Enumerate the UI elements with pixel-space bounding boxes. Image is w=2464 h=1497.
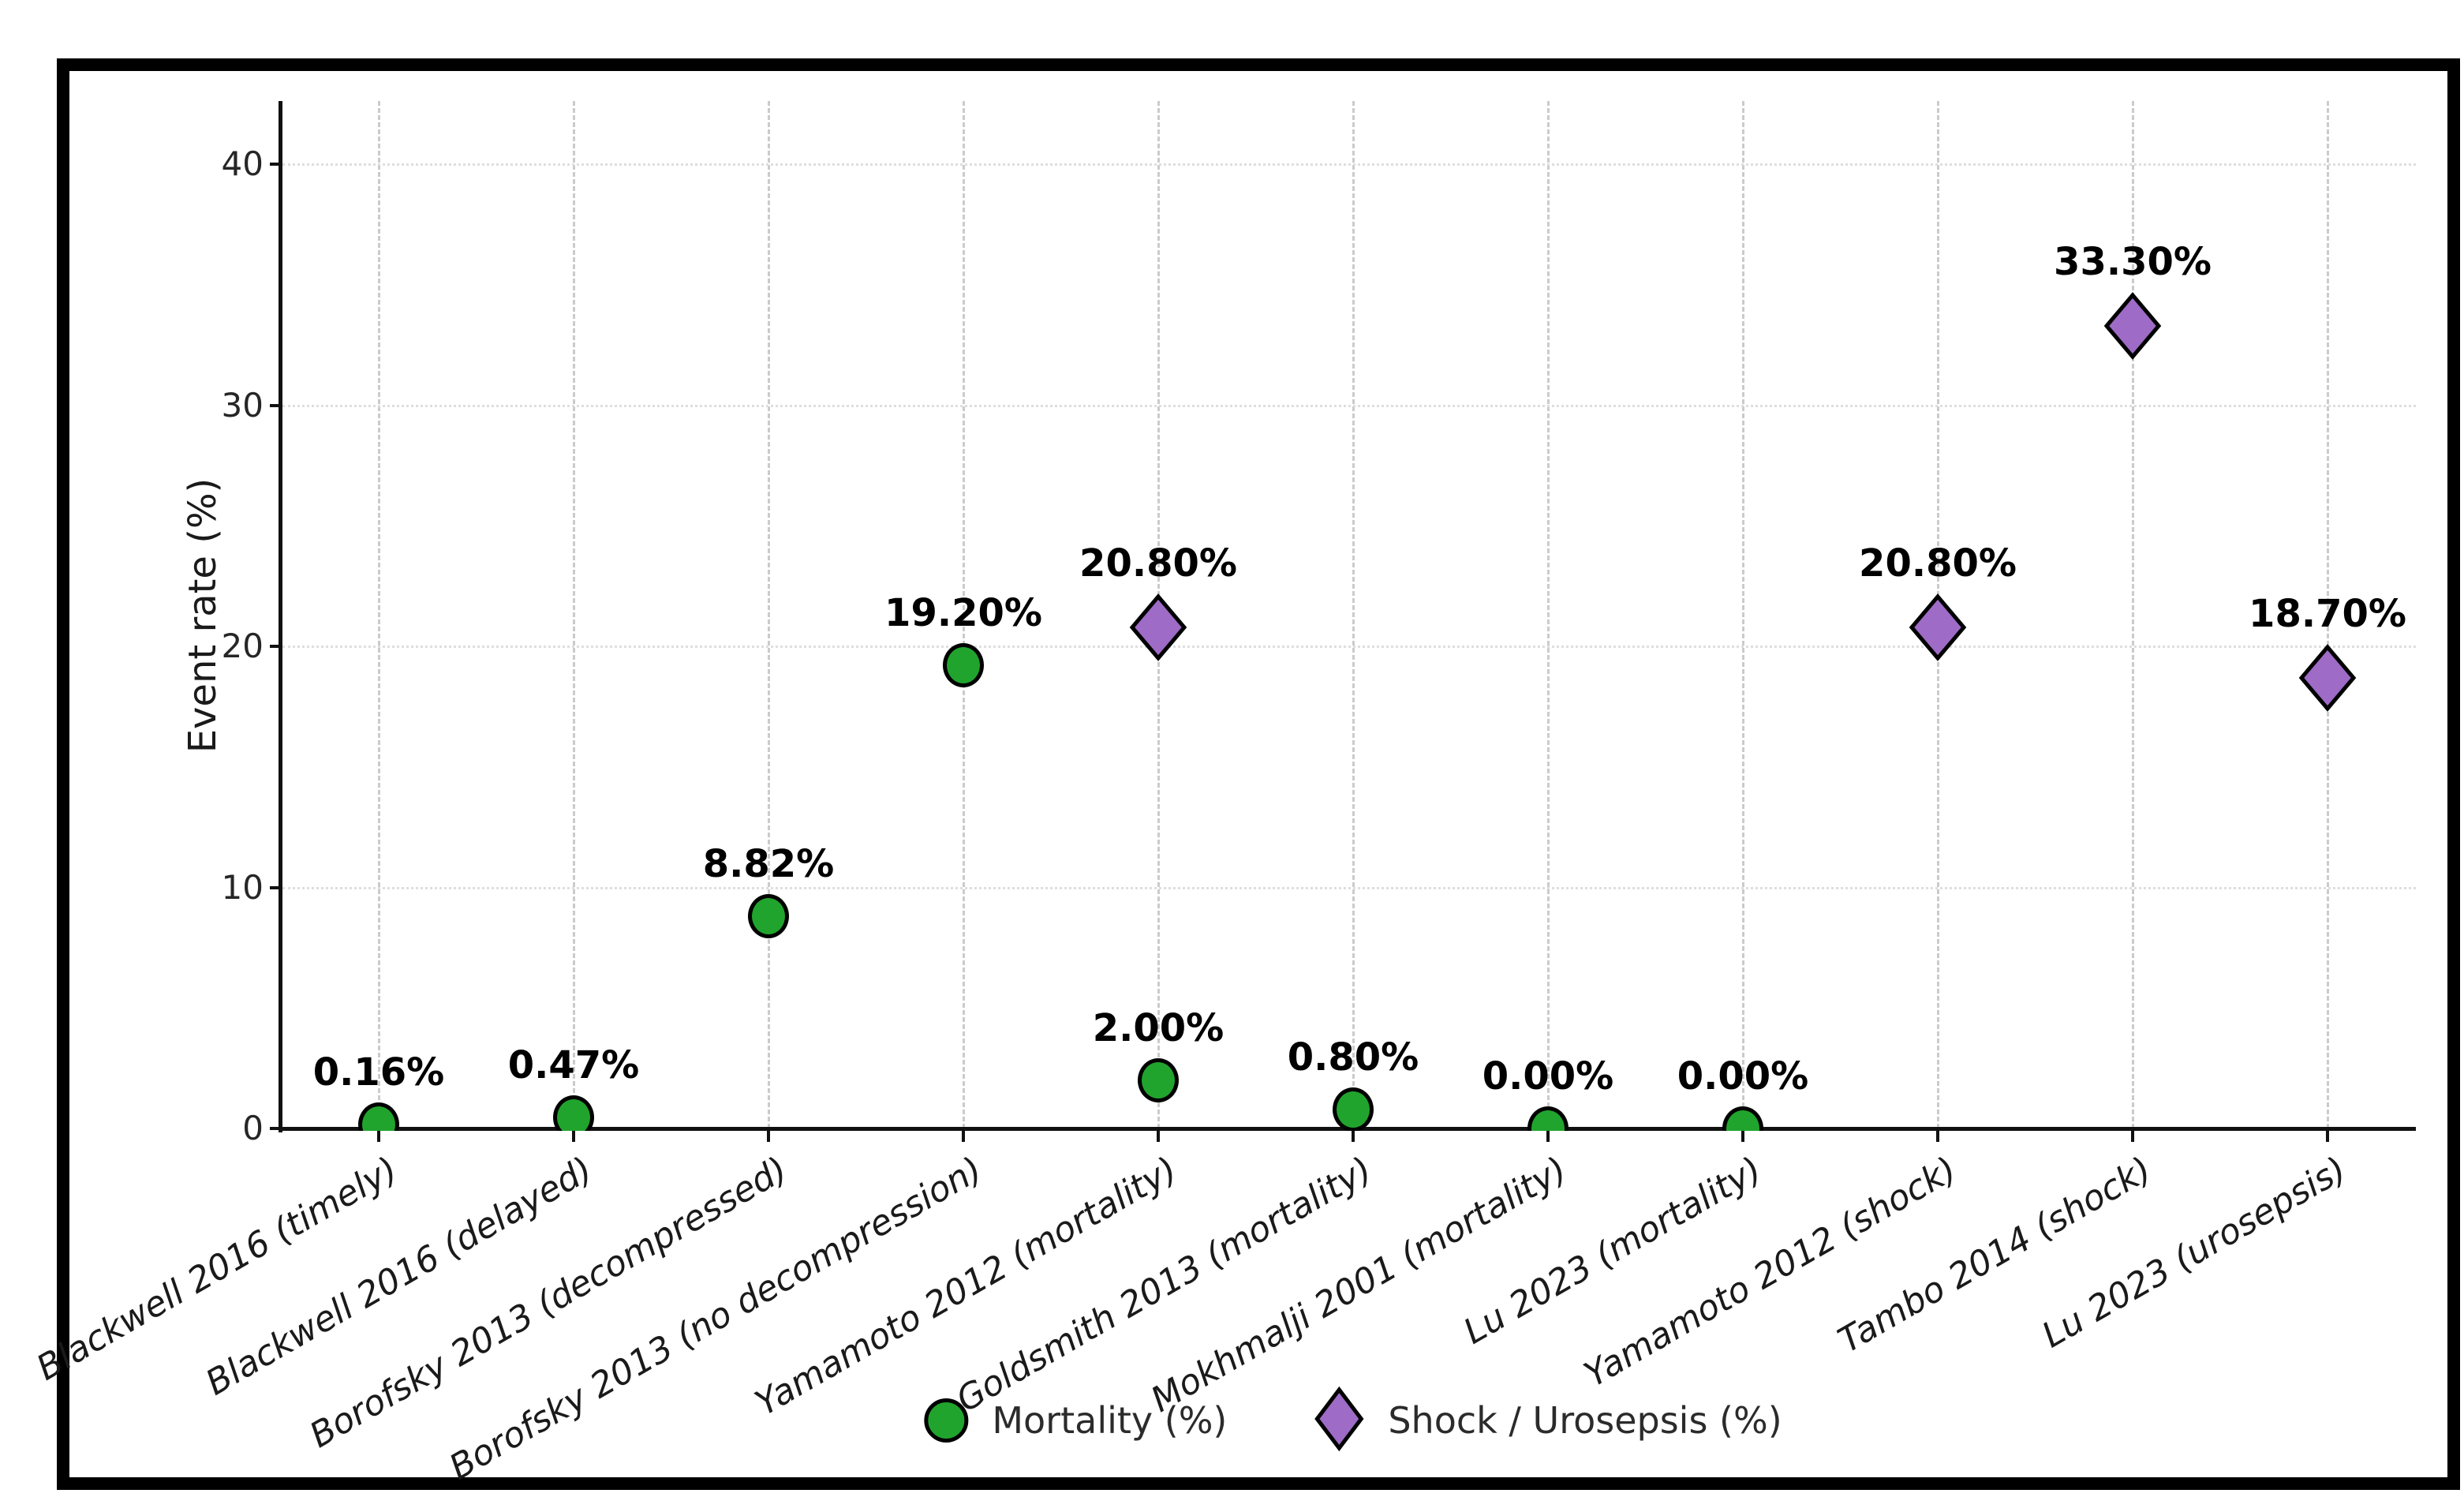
x-tick-mark: [1741, 1131, 1744, 1142]
marker-layer: [358, 291, 2357, 1131]
y-axis-spine: [279, 101, 282, 1132]
x-tick-mark: [767, 1131, 770, 1142]
data-point-diamond: [1909, 593, 1967, 664]
plot-area: [358, 291, 2357, 1131]
vertical-gridline: [768, 101, 770, 1128]
vertical-gridline: [963, 101, 965, 1128]
data-point-circle: [748, 893, 789, 938]
x-tick-mark: [1936, 1131, 1939, 1142]
value-label: 2.00%: [1092, 1005, 1225, 1050]
vertical-gridline: [2327, 101, 2329, 1128]
y-tick-mark: [270, 645, 282, 648]
figure-border: [57, 58, 2460, 1490]
x-tick-mark: [1352, 1131, 1355, 1142]
mortality-circle-icon: [924, 1398, 969, 1443]
x-tick-mark: [572, 1131, 575, 1142]
y-tick-mark: [270, 163, 282, 166]
value-label: 8.82%: [702, 841, 835, 886]
y-tick-mark: [270, 1127, 282, 1130]
value-label: 0.47%: [507, 1042, 640, 1087]
x-tick-mark: [962, 1131, 965, 1142]
data-point-diamond: [2298, 643, 2357, 715]
value-label: 0.80%: [1287, 1035, 1419, 1080]
y-tick-mark: [270, 403, 282, 407]
legend-item-shock: Shock / Urosepsis (%): [1314, 1386, 1782, 1454]
horizontal-gridline: [282, 646, 2416, 648]
x-tick-label-text: Yamamoto 2012 (shock): [1577, 1149, 1964, 1396]
data-point-diamond: [1129, 593, 1187, 664]
vertical-gridline: [573, 101, 575, 1128]
legend-item-mortality: Mortality (%): [924, 1398, 1227, 1443]
data-point-diamond: [2103, 291, 2162, 363]
horizontal-gridline: [282, 163, 2416, 166]
y-tick-mark: [270, 885, 282, 889]
value-label: 33.30%: [2054, 239, 2212, 284]
legend-label-mortality: Mortality (%): [992, 1399, 1228, 1442]
vertical-gridline: [378, 101, 380, 1128]
x-tick-mark: [377, 1131, 380, 1142]
value-label: 18.70%: [2249, 591, 2406, 636]
value-label: 19.20%: [884, 591, 1042, 636]
data-point-circle: [1138, 1057, 1179, 1102]
vertical-gridline: [1352, 101, 1355, 1128]
value-label: 0.00%: [1482, 1054, 1614, 1098]
value-label: 20.80%: [1079, 541, 1237, 586]
y-tick-label: 20: [221, 627, 264, 665]
x-tick-mark: [1157, 1131, 1160, 1142]
shock-diamond-icon: [1314, 1386, 1364, 1454]
y-tick-label: 40: [221, 144, 264, 183]
horizontal-gridline: [282, 404, 2416, 407]
vertical-gridline: [2132, 101, 2134, 1128]
x-tick-label-text: Tambo 2014 (shock): [1831, 1149, 2159, 1361]
value-label: 0.16%: [312, 1050, 445, 1095]
x-tick-label-text: Blackwell 2016 (timely): [29, 1149, 405, 1389]
vertical-gridline: [1742, 101, 1744, 1128]
x-tick-mark: [1546, 1131, 1550, 1142]
y-tick-label: 0: [242, 1109, 264, 1147]
x-tick-mark: [2326, 1131, 2329, 1142]
legend-label-shock: Shock / Urosepsis (%): [1388, 1399, 1782, 1442]
value-label: 0.00%: [1677, 1054, 1809, 1098]
data-point-circle: [1333, 1087, 1374, 1131]
x-tick-mark: [2131, 1131, 2134, 1142]
horizontal-gridline: [282, 886, 2416, 889]
value-label: 20.80%: [1859, 541, 2017, 586]
vertical-gridline: [1547, 101, 1550, 1128]
y-tick-label: 30: [221, 385, 264, 425]
data-point-circle: [943, 643, 984, 688]
data-point-circle: [553, 1095, 594, 1131]
y-tick-label: 10: [221, 867, 264, 907]
legend: Mortality (%) Shock / Urosepsis (%): [924, 1386, 1782, 1454]
